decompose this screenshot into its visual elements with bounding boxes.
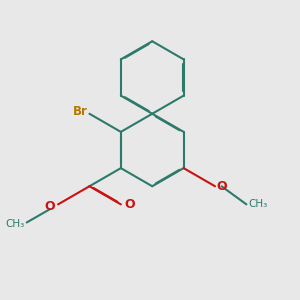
- Text: Br: Br: [73, 105, 88, 119]
- Text: O: O: [124, 198, 135, 211]
- Text: O: O: [217, 180, 227, 193]
- Text: O: O: [44, 200, 55, 213]
- Text: CH₃: CH₃: [248, 200, 268, 209]
- Text: CH₃: CH₃: [6, 219, 25, 229]
